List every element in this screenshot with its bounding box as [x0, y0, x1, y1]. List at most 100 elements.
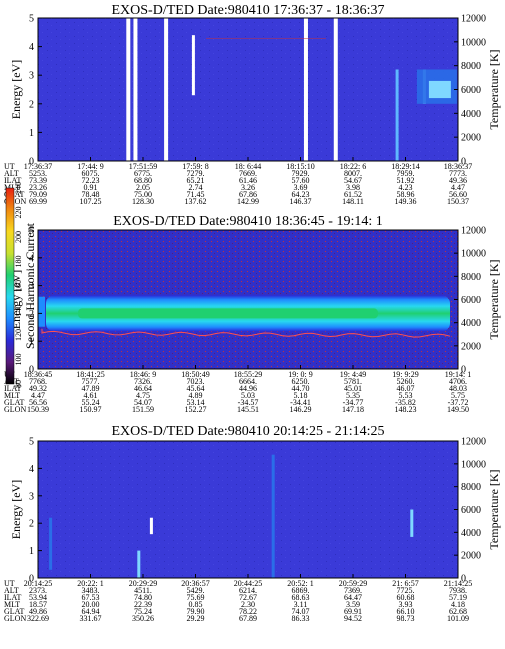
ephem-value: 57.60	[292, 176, 310, 185]
y-tick-label: 5	[29, 226, 34, 237]
ephem-value: 3.69	[294, 183, 308, 192]
ephem-value: 75.24	[134, 607, 152, 616]
ephem-value: 8007.	[344, 169, 362, 178]
ephem-value: 149.50	[447, 405, 469, 414]
ephem-value: 69.99	[29, 197, 47, 206]
ephem-value: 6664.	[239, 377, 257, 386]
y2-tick-label: 4000	[461, 528, 481, 539]
ephem-value: 6214.	[239, 586, 257, 595]
y2-tick-label: 12000	[461, 437, 486, 448]
ephem-value: 98.73	[397, 614, 415, 623]
chart-title: EXOS-D/TED Date:980410 18:36:45 - 19:14:…	[113, 214, 382, 229]
ephem-value: 5.75	[451, 391, 465, 400]
ephem-row-label: GLON	[4, 405, 26, 414]
ephem-value: 20:22: 1	[77, 579, 103, 588]
ephem-value: 78.48	[82, 190, 100, 199]
ephem-value: 20:52: 1	[287, 579, 313, 588]
ephem-value: 4706.	[449, 377, 467, 386]
ephem-value: 18:41:25	[76, 370, 104, 379]
ephem-value: 62.68	[449, 607, 467, 616]
spectral-feature-1	[191, 35, 195, 96]
ephem-value: 7023.	[187, 377, 205, 386]
y-tick-label: 3	[29, 281, 34, 292]
ephem-value: 64.47	[344, 593, 362, 602]
ephem-row-label: GLON	[4, 614, 26, 623]
ephem-value: 74.80	[134, 593, 152, 602]
ephem-value: 20:59:29	[339, 579, 367, 588]
ephem-value: 3.98	[346, 183, 360, 192]
ephem-value: 7773.	[449, 169, 467, 178]
ephem-value: 6775.	[134, 169, 152, 178]
ephem-value: 72.67	[239, 593, 257, 602]
colorbar-tick-label: 80	[14, 380, 23, 388]
ephem-value: 3.11	[294, 600, 308, 609]
colorbar-tick-label: 160	[14, 280, 23, 292]
ephem-value: 150.97	[80, 405, 102, 414]
ephem-value: 142.99	[237, 197, 259, 206]
ephem-value: 18:15:10	[286, 162, 314, 171]
ephem-value: 3.26	[241, 183, 255, 192]
ephem-value: 54.07	[134, 398, 152, 407]
ephem-value: 146.37	[290, 197, 312, 206]
ephem-value: 94.52	[344, 614, 362, 623]
ephem-value: 49.36	[449, 176, 467, 185]
ephem-row-label: ILAT	[4, 176, 21, 185]
colorbar-label: Second Harmonic Current	[23, 222, 37, 349]
ephem-row-label: GLAT	[4, 398, 25, 407]
ephem-value: 54.67	[344, 176, 362, 185]
y-tick-label: 2	[29, 519, 34, 530]
y-tick-label: 5	[29, 437, 34, 448]
ephem-value: 5781.	[344, 377, 362, 386]
ephem-value: 4.61	[84, 391, 98, 400]
ephem-value: 101.09	[447, 614, 469, 623]
ephem-value: 17:44: 9	[77, 162, 103, 171]
ephem-value: 2.74	[189, 183, 203, 192]
y-tick-label: 4	[29, 464, 34, 475]
ephem-value: 7725.	[397, 586, 415, 595]
ephem-value: 4511.	[134, 586, 152, 595]
ephem-value: 61.52	[344, 190, 362, 199]
ephem-value: 44.96	[239, 384, 257, 393]
ephem-value: 137.62	[185, 197, 207, 206]
y2-tick-label: 10000	[461, 37, 486, 48]
ephem-value: 7929.	[292, 169, 310, 178]
ephem-value: 7326.	[134, 377, 152, 386]
ephem-value: 23.26	[29, 183, 47, 192]
colorbar-tick-label: 120	[14, 329, 23, 341]
ephem-value: 0.91	[84, 183, 98, 192]
ephem-value: 67.53	[82, 593, 100, 602]
colorbar-tick-label: 180	[14, 256, 23, 268]
y2-tick-label: 4000	[461, 109, 481, 120]
ephem-row-label: UT	[4, 162, 15, 171]
ephem-value: 57.19	[449, 593, 467, 602]
ephem-value: 56.60	[449, 190, 467, 199]
ephem-value: 7279.	[187, 169, 205, 178]
ephem-value: 48.03	[449, 384, 467, 393]
y-tick-label: 4	[29, 253, 34, 264]
plot-area	[38, 18, 458, 161]
chart-panel-2: EXOS-D/TED Date:980410 18:36:45 - 19:14:…	[4, 214, 501, 414]
data-gap-2	[133, 18, 138, 161]
ephem-value: 146.29	[290, 405, 312, 414]
ephem-value: 151.59	[132, 405, 154, 414]
ephem-value: 7577.	[82, 377, 100, 386]
y2-tick-label: 8000	[461, 272, 481, 283]
y2-tick-label: 8000	[461, 61, 481, 72]
ephem-row-label: ALT	[4, 169, 19, 178]
ephem-value: 64.94	[82, 607, 100, 616]
ephem-value: 17:36:37	[24, 162, 52, 171]
ephem-value: 5.18	[294, 391, 308, 400]
ephem-value: 18:22: 6	[340, 162, 366, 171]
ephem-value: 18:36:37	[444, 162, 472, 171]
ephem-value: 20:14:25	[24, 579, 52, 588]
y-tick-label: 2	[29, 99, 34, 110]
chart-panel-1: EXOS-D/TED Date:980410 17:36:37 - 18:36:…	[4, 3, 501, 206]
ephem-value: 73.39	[29, 176, 47, 185]
ephem-value: 56.56	[29, 398, 47, 407]
ephem-value: 45.64	[187, 384, 205, 393]
ephem-value: 67.89	[239, 614, 257, 623]
data-gap-4	[303, 18, 308, 161]
y2-tick-label: 2000	[461, 341, 481, 352]
ephem-value: 4.47	[451, 183, 465, 192]
ephem-value: 3483.	[82, 586, 100, 595]
